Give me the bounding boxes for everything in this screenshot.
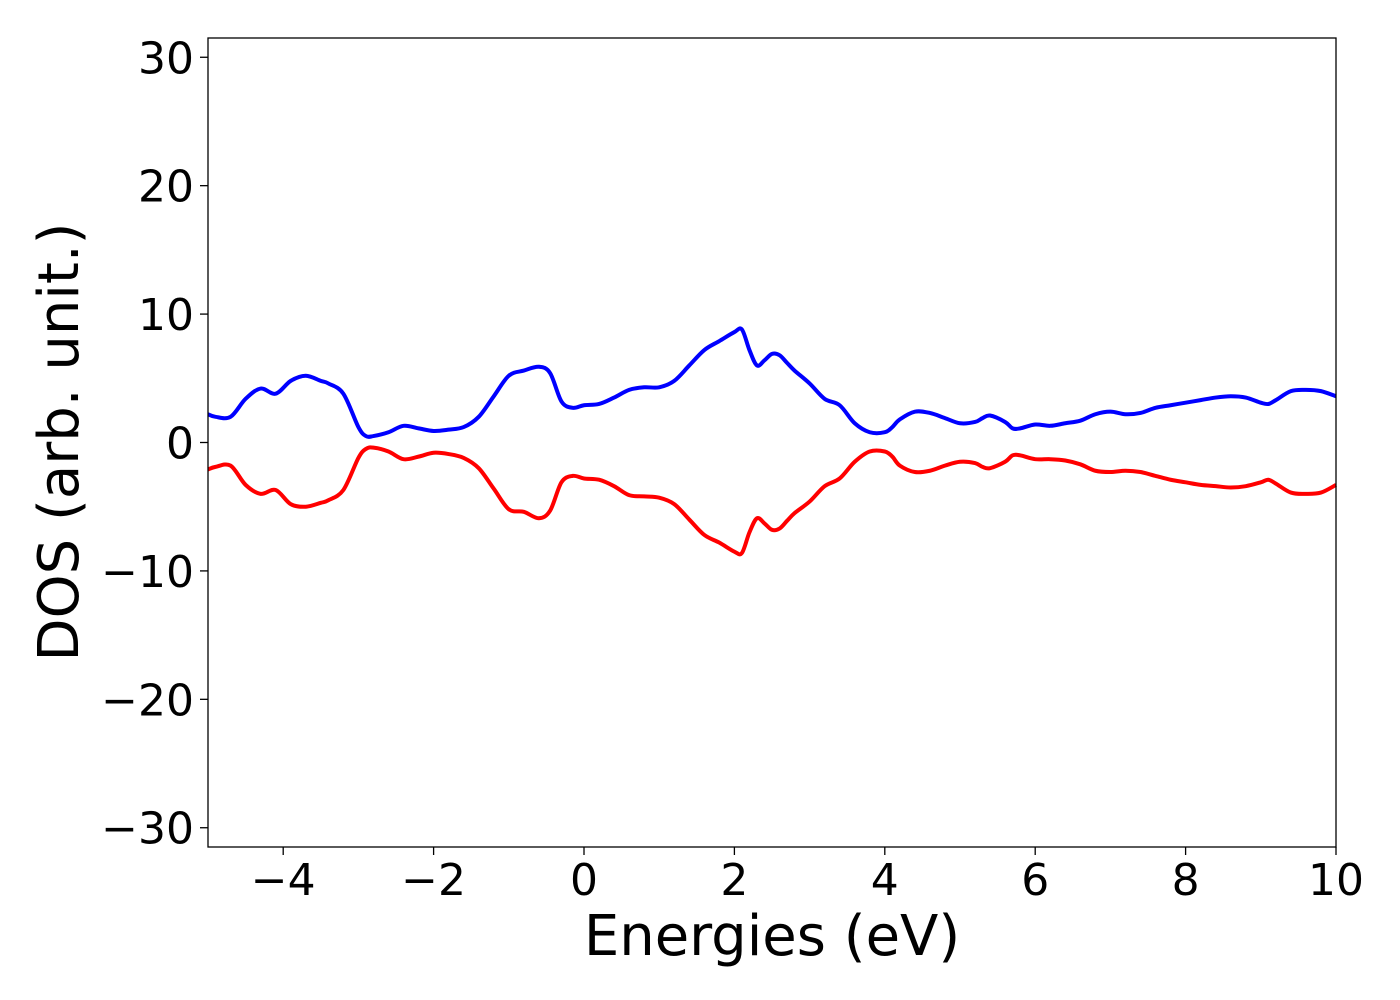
y-axis-title: DOS (arb. unit.) — [27, 222, 92, 661]
x-tick-label: 2 — [720, 855, 748, 906]
y-tick-label: 20 — [138, 162, 194, 213]
y-tick-label: 0 — [166, 419, 194, 470]
series-layer — [207, 326, 1337, 557]
x-tick-label: −4 — [251, 855, 316, 906]
y-tick-label: 30 — [138, 33, 194, 84]
x-tick-label: 0 — [570, 855, 598, 906]
x-tick-label: 4 — [871, 855, 899, 906]
x-tick-label: −2 — [401, 855, 466, 906]
y-tick-label: 10 — [138, 290, 194, 341]
x-axis: −4 −2 0 2 4 6 8 10 — [251, 847, 1364, 906]
series-line-2 — [207, 445, 1337, 557]
y-tick-label: −20 — [101, 675, 194, 726]
plot-frame — [207, 37, 1337, 848]
y-tick-label: −10 — [101, 547, 194, 598]
x-tick-label: 8 — [1172, 855, 1200, 906]
x-axis-title: Energies (eV) — [584, 904, 960, 969]
x-tick-label: 6 — [1021, 855, 1049, 906]
series-line-1 — [207, 326, 1337, 439]
x-tick-label: 10 — [1308, 855, 1364, 906]
y-axis: 30 20 10 0 −10 −20 −30 — [101, 33, 208, 855]
y-tick-label: −30 — [101, 804, 194, 855]
